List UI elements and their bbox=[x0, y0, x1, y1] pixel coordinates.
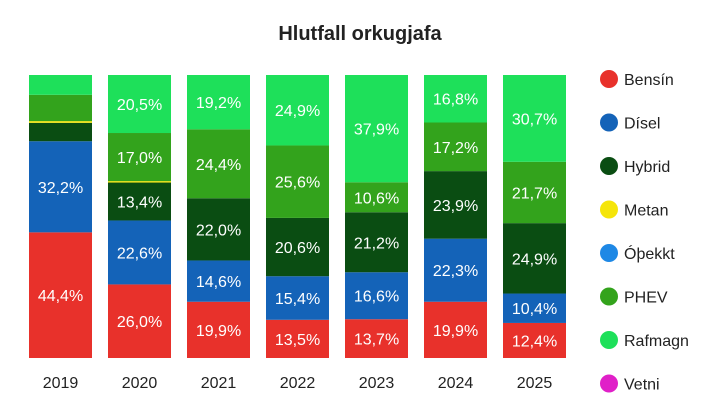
legend-swatch-Rafmagn bbox=[600, 331, 618, 349]
bar-segment-2019-Metan bbox=[29, 121, 92, 123]
legend-label-PHEV: PHEV bbox=[624, 290, 668, 307]
x-tick-2022: 2022 bbox=[280, 375, 316, 392]
data-label-2025-Bensín: 12,4% bbox=[512, 333, 557, 350]
bar-segment-2022-Hybrid bbox=[266, 217, 329, 277]
data-label-2025-Hybrid: 24,9% bbox=[512, 251, 557, 268]
data-label-2025-PHEV: 21,7% bbox=[512, 185, 557, 202]
data-label-2021-PHEV: 24,4% bbox=[196, 157, 241, 174]
bar-segment-2023-Dísel bbox=[345, 272, 408, 320]
plot-area: 44,4% 32,2% 26,0% 22,6% 13,4% 17,0% 20,5% 19,9%… bbox=[29, 75, 566, 358]
bar-segment-2025-PHEV bbox=[503, 161, 566, 224]
data-label-2021-Bensín: 19,9% bbox=[196, 323, 241, 340]
bar-segment-2020-Bensín bbox=[108, 284, 171, 358]
bar-segment-2019-Hybrid bbox=[29, 122, 92, 142]
data-label-2024-Dísel: 22,3% bbox=[433, 263, 478, 280]
bar-segment-2020-Metan bbox=[108, 181, 171, 183]
legend-swatch-Metan bbox=[600, 200, 618, 219]
bar-segment-2025-Rafmagn bbox=[503, 75, 566, 162]
bar-segment-2024-Dísel bbox=[424, 238, 487, 302]
bar-segment-2021-Bensín bbox=[187, 301, 250, 358]
legend-swatch-Vetni bbox=[600, 374, 618, 393]
legend-label-Vetni: Vetni bbox=[624, 377, 660, 394]
bar-segment-2020-Rafmagn bbox=[108, 75, 171, 134]
bar-segment-2019-Rafmagn bbox=[29, 75, 92, 95]
bar-segment-2021-Hybrid bbox=[187, 198, 250, 261]
data-label-2024-Hybrid: 23,9% bbox=[433, 198, 478, 215]
bar-segment-2025-Dísel bbox=[503, 293, 566, 323]
data-label-2019-Bensín: 44,4% bbox=[38, 288, 83, 305]
data-label-2021-Hybrid: 22,0% bbox=[196, 222, 241, 239]
legend-label-Bensín: Bensín bbox=[624, 72, 674, 89]
legend-label-Hybrid: Hybrid bbox=[624, 159, 670, 176]
data-label-2024-PHEV: 17,2% bbox=[433, 140, 478, 157]
data-label-2019-Dísel: 32,2% bbox=[38, 180, 83, 197]
bar-segment-2019-Bensín bbox=[29, 232, 92, 358]
x-tick-2020: 2020 bbox=[122, 375, 158, 392]
bar-segment-2023-Rafmagn bbox=[345, 75, 408, 183]
bar-segment-2021-Dísel bbox=[187, 260, 250, 302]
x-axis: 2019 2020 2021 2022 2023 2024 2025 bbox=[43, 375, 553, 392]
bar-segment-2025-Hybrid bbox=[503, 223, 566, 294]
data-label-2025-Dísel: 10,4% bbox=[512, 301, 557, 318]
data-label-2020-Hybrid: 13,4% bbox=[117, 195, 162, 212]
data-label-2023-Dísel: 16,6% bbox=[354, 289, 399, 306]
bar-segment-2024-Hybrid bbox=[424, 171, 487, 239]
bar-segment-2019-PHEV bbox=[29, 94, 92, 122]
data-label-2022-Dísel: 15,4% bbox=[275, 291, 320, 308]
bar-segment-2022-Dísel bbox=[266, 276, 329, 320]
data-label-2023-PHEV: 10,6% bbox=[354, 190, 399, 207]
data-label-2022-Rafmagn: 24,9% bbox=[275, 103, 320, 120]
legend-swatch-Óþekkt bbox=[600, 244, 618, 262]
bar-segment-2019-Dísel bbox=[29, 141, 92, 233]
bar-segment-2022-Rafmagn bbox=[266, 75, 329, 146]
bar-segment-2021-Rafmagn bbox=[187, 75, 250, 130]
bar-segment-2022-Bensín bbox=[266, 319, 329, 358]
data-label-2020-Dísel: 22,6% bbox=[117, 245, 162, 262]
x-tick-2024: 2024 bbox=[438, 375, 474, 392]
data-label-2020-PHEV: 17,0% bbox=[117, 150, 162, 167]
bar-segment-2024-Rafmagn bbox=[424, 75, 487, 123]
legend-swatch-PHEV bbox=[600, 287, 618, 306]
bar-segment-2023-Bensín bbox=[345, 319, 408, 358]
data-label-2022-PHEV: 25,6% bbox=[275, 175, 320, 192]
x-tick-2021: 2021 bbox=[201, 375, 237, 392]
x-tick-2025: 2025 bbox=[517, 375, 553, 392]
x-tick-2023: 2023 bbox=[359, 375, 395, 392]
bar-segment-2020-Dísel bbox=[108, 220, 171, 285]
data-label-2020-Rafmagn: 20,5% bbox=[117, 97, 162, 114]
legend-label-Metan: Metan bbox=[624, 203, 668, 220]
data-label-2020-Bensín: 26,0% bbox=[117, 314, 162, 331]
data-label-2025-Rafmagn: 30,7% bbox=[512, 111, 557, 128]
data-label-2023-Rafmagn: 37,9% bbox=[354, 122, 399, 139]
bar-segment-2021-PHEV bbox=[187, 129, 250, 199]
bar-segment-2022-PHEV bbox=[266, 145, 329, 218]
data-label-2022-Hybrid: 20,6% bbox=[275, 240, 320, 257]
data-label-2023-Bensín: 13,7% bbox=[354, 332, 399, 349]
data-label-2021-Rafmagn: 19,2% bbox=[196, 95, 241, 112]
chart-title: Hlutfall orkugjafa bbox=[278, 23, 442, 45]
data-label-2021-Dísel: 14,6% bbox=[196, 274, 241, 291]
data-label-2024-Bensín: 19,9% bbox=[433, 323, 478, 340]
bar-segment-2020-PHEV bbox=[108, 133, 171, 182]
bar-segment-2024-PHEV bbox=[424, 122, 487, 172]
x-tick-2019: 2019 bbox=[43, 375, 79, 392]
legend-swatch-Bensín bbox=[600, 70, 618, 88]
bar-segment-2024-Bensín bbox=[424, 301, 487, 358]
bar-segment-2023-PHEV bbox=[345, 182, 408, 213]
bar-segment-2025-Bensín bbox=[503, 322, 566, 358]
data-label-2022-Bensín: 13,5% bbox=[275, 332, 320, 349]
data-label-2023-Hybrid: 21,2% bbox=[354, 235, 399, 252]
data-label-2024-Rafmagn: 16,8% bbox=[433, 92, 478, 109]
legend-swatch-Hybrid bbox=[600, 157, 618, 175]
bar-segment-2023-Hybrid bbox=[345, 212, 408, 273]
legend-label-Dísel: Dísel bbox=[624, 116, 660, 133]
legend-label-Óþekkt: Óþekkt bbox=[624, 244, 675, 263]
legend-label-Rafmagn: Rafmagn bbox=[624, 333, 689, 350]
legend-swatch-Dísel bbox=[600, 113, 618, 132]
bar-segment-2020-Hybrid bbox=[108, 182, 171, 221]
legend: Bensín Dísel Hybrid Metan Óþekkt PHEV Rafmagn V… bbox=[600, 70, 689, 394]
